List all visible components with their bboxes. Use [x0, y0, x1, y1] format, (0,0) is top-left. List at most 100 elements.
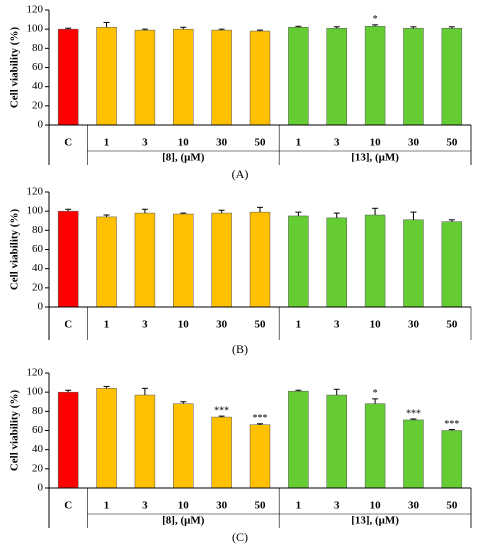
bar: [326, 394, 347, 489]
x-tick-label: 1: [104, 137, 110, 149]
bar: [211, 416, 232, 489]
y-tick-label: 0: [38, 119, 44, 131]
bar: [96, 216, 117, 308]
bar: [364, 403, 386, 489]
bar: [249, 211, 271, 308]
x-tick-label: 50: [446, 500, 458, 512]
x-tick-label: 3: [334, 319, 340, 331]
y-tick-label: 80: [32, 224, 44, 236]
y-axis-label: Cell viability (%): [9, 27, 21, 109]
bar: [441, 221, 463, 308]
bar: [134, 394, 156, 489]
bar: [134, 212, 156, 308]
x-tick-label: 30: [216, 500, 228, 512]
x-tick-label: 50: [446, 319, 458, 331]
significance: ***: [253, 413, 268, 424]
bar: [57, 391, 79, 489]
bar: [441, 27, 463, 126]
x-tick-label: 3: [142, 319, 148, 331]
group-label: [13], (μM): [351, 515, 399, 527]
x-tick-label: 3: [142, 500, 148, 512]
y-tick-label: 100: [27, 23, 44, 35]
x-tick-label: 3: [334, 500, 340, 512]
x-tick-label: 10: [178, 137, 190, 149]
y-tick-label: 80: [32, 405, 44, 417]
x-tick-label: C: [64, 500, 72, 512]
bar: [403, 27, 424, 126]
bar: [288, 390, 309, 489]
y-axis-label: Cell viability (%): [9, 209, 21, 291]
x-tick-label: 10: [370, 500, 382, 512]
y-tick-label: 40: [32, 80, 44, 92]
bar: [403, 419, 424, 489]
y-tick-label: 100: [27, 386, 44, 398]
x-tick-label: 1: [296, 319, 302, 331]
x-tick-label: 30: [408, 137, 420, 149]
y-tick-label: 120: [27, 186, 44, 198]
bar: [288, 27, 309, 126]
x-tick-label: 10: [178, 319, 190, 331]
significance: *: [373, 388, 378, 399]
significance: *: [373, 14, 378, 25]
panel-label: (C): [232, 530, 248, 544]
panel-label: (B): [232, 342, 248, 356]
x-tick-label: 1: [104, 319, 110, 331]
x-tick-label: 10: [370, 137, 382, 149]
x-tick-label: 10: [178, 500, 190, 512]
x-tick-label: 50: [255, 319, 267, 331]
y-tick-label: 100: [27, 205, 44, 217]
x-tick-label: 50: [255, 500, 267, 512]
group-label: [8], (μM): [162, 152, 205, 164]
bar: [134, 29, 156, 126]
y-tick-label: 20: [32, 281, 44, 293]
bar: [96, 27, 117, 126]
y-tick-label: 60: [32, 424, 44, 436]
bar: [173, 213, 194, 308]
group-label: [8], (μM): [162, 515, 205, 527]
bar: [211, 212, 232, 308]
significance: ***: [444, 419, 459, 430]
bar: [326, 217, 347, 308]
x-tick-label: 50: [446, 137, 458, 149]
bar: [288, 215, 309, 308]
y-tick-label: 40: [32, 443, 44, 455]
bar: [57, 210, 79, 308]
bar: [173, 28, 194, 126]
x-tick-label: 30: [408, 319, 420, 331]
bar: [96, 388, 117, 489]
y-tick-label: 40: [32, 262, 44, 274]
bar: [57, 28, 79, 126]
bar: [249, 424, 271, 489]
y-tick-label: 120: [27, 4, 44, 16]
x-tick-label: C: [64, 319, 72, 331]
y-tick-label: 120: [27, 367, 44, 379]
bar: [364, 26, 386, 126]
x-tick-label: 3: [334, 137, 340, 149]
y-axis-label: Cell viability (%): [9, 390, 21, 472]
y-tick-label: 20: [32, 462, 44, 474]
x-tick-label: 30: [216, 319, 228, 331]
y-tick-label: 0: [38, 482, 44, 494]
x-tick-label: 10: [370, 319, 382, 331]
bar: [441, 430, 463, 489]
x-tick-label: 50: [255, 137, 267, 149]
bar: [173, 403, 194, 489]
panel-label: (A): [232, 167, 249, 181]
bar: [326, 27, 347, 126]
x-tick-label: 3: [142, 137, 148, 149]
y-tick-label: 0: [38, 301, 44, 313]
y-tick-label: 60: [32, 243, 44, 255]
x-tick-label: 30: [216, 137, 228, 149]
x-tick-label: 1: [104, 500, 110, 512]
x-tick-label: C: [64, 137, 72, 149]
bar: [249, 30, 271, 126]
x-tick-label: 1: [296, 500, 302, 512]
x-tick-label: 30: [408, 500, 420, 512]
y-tick-label: 80: [32, 42, 44, 54]
y-tick-label: 60: [32, 61, 44, 73]
significance: ***: [406, 408, 421, 419]
bar: [211, 29, 232, 126]
bar: [403, 219, 424, 308]
bar: [364, 214, 386, 308]
